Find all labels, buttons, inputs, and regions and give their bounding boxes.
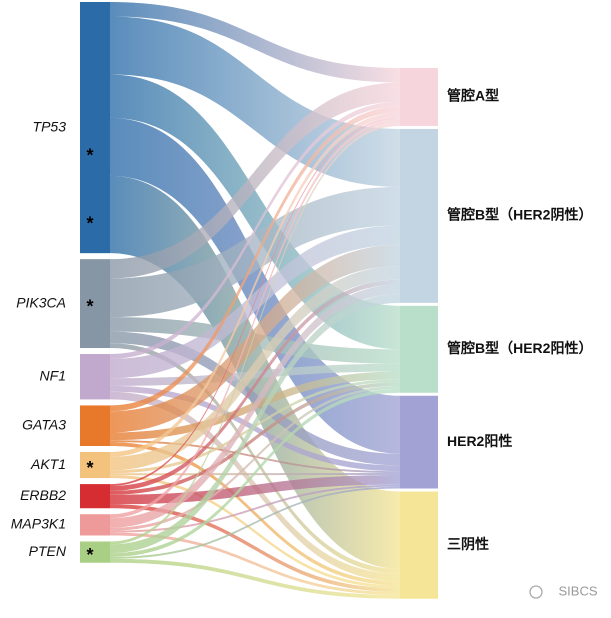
significance-mark: * — [86, 213, 93, 233]
link — [110, 266, 400, 471]
link — [110, 117, 400, 487]
target-node — [400, 128, 438, 303]
link — [110, 504, 400, 592]
link — [110, 331, 400, 466]
source-label: NF1 — [40, 367, 66, 383]
link — [110, 442, 400, 586]
source-label: GATA3 — [22, 416, 66, 432]
source-node — [80, 514, 110, 536]
link — [110, 382, 400, 495]
significance-mark: * — [86, 458, 93, 478]
target-label: 三阴性 — [447, 536, 489, 552]
target-label: 管腔A型 — [447, 88, 499, 104]
source-node — [80, 259, 110, 349]
target-label: HER2阳性 — [447, 433, 512, 449]
link — [110, 440, 400, 474]
source-label: PTEN — [29, 543, 67, 559]
source-label: MAP3K1 — [11, 516, 66, 532]
link — [110, 294, 400, 554]
link — [110, 558, 400, 599]
link — [110, 279, 400, 491]
link — [110, 532, 400, 595]
link — [110, 385, 400, 472]
source-label: PIK3CA — [16, 294, 66, 310]
source-node — [80, 354, 110, 400]
link — [110, 112, 400, 457]
target-node — [400, 305, 438, 393]
significance-mark: * — [86, 545, 93, 565]
source-node — [80, 405, 110, 447]
watermark-icon — [529, 585, 543, 599]
link — [110, 244, 400, 433]
link — [110, 386, 400, 531]
source-node — [80, 484, 110, 509]
source-node — [80, 2, 110, 254]
link — [110, 2, 400, 83]
target-label: 管腔B型（HER2阴性） — [447, 207, 592, 223]
source-label: AKT1 — [30, 456, 66, 472]
link — [110, 119, 400, 519]
source-node — [80, 452, 110, 479]
target-node — [400, 395, 438, 489]
link — [110, 484, 400, 533]
link — [110, 388, 400, 557]
source-node — [80, 541, 110, 563]
source-label: TP53 — [33, 118, 67, 134]
watermark: SIBCS — [558, 583, 597, 598]
significance-mark: * — [86, 296, 93, 316]
link — [110, 101, 400, 359]
target-node — [400, 491, 438, 599]
target-label: 管腔B型（HER2阳性） — [447, 340, 592, 356]
link — [110, 74, 400, 350]
link — [110, 186, 400, 318]
links — [110, 2, 400, 599]
source-label: ERBB2 — [20, 487, 66, 503]
link — [110, 16, 400, 187]
nodes: TP53 * * PIK3CA * NF1 GATA3 AKT1 * ERBB2 MAP3K1 PTE… — [11, 2, 592, 599]
link — [110, 106, 400, 412]
link — [110, 475, 400, 589]
link — [110, 284, 400, 528]
significance-mark: * — [86, 145, 93, 165]
link — [110, 82, 400, 279]
link — [110, 486, 400, 559]
target-node — [400, 68, 438, 126]
link — [110, 123, 400, 545]
